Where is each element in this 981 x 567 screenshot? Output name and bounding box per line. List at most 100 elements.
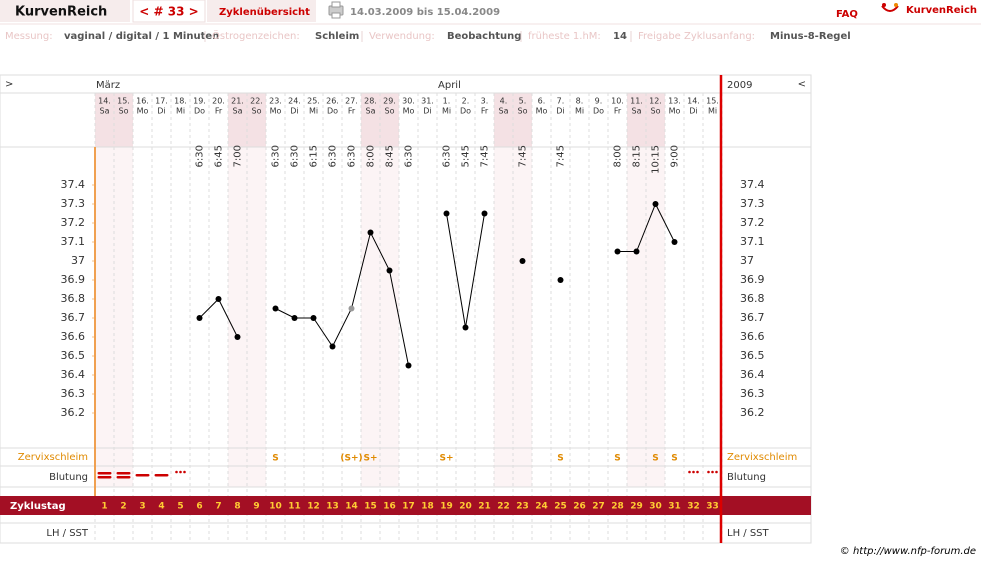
info-value: 14 bbox=[613, 31, 627, 42]
weekday-label: Sa bbox=[100, 107, 110, 116]
date-label: 25. bbox=[307, 97, 320, 106]
weekday-label: Di bbox=[157, 107, 165, 116]
date-label: 16. bbox=[136, 97, 149, 106]
cycle-day: 2 bbox=[120, 502, 126, 512]
date-label: 9. bbox=[595, 97, 603, 106]
cycle-day-label: Zyklustag bbox=[10, 501, 66, 512]
weekday-label: Sa bbox=[632, 107, 642, 116]
time-label: 6:15 bbox=[309, 145, 320, 167]
y-tick-label: 36.3 bbox=[740, 387, 765, 400]
date-label: 11. bbox=[630, 97, 643, 106]
weekend-column bbox=[513, 147, 532, 487]
bleeding-mark bbox=[175, 470, 186, 474]
y-tick-label: 36.4 bbox=[61, 368, 86, 381]
mucus-symbol: (S+) bbox=[340, 454, 362, 464]
time-label: 8:00 bbox=[366, 145, 377, 167]
weekday-label: Mo bbox=[403, 107, 415, 116]
cycle-day: 21 bbox=[478, 502, 491, 512]
cycle-day: 9 bbox=[253, 502, 259, 512]
brand[interactable]: KurvenReich bbox=[906, 5, 977, 16]
date-label: 4. bbox=[500, 97, 508, 106]
time-label: 6:45 bbox=[214, 145, 225, 167]
cycle-day: 5 bbox=[177, 502, 183, 512]
info-label: früheste 1.hM: bbox=[528, 31, 601, 42]
time-label: 9:00 bbox=[670, 145, 681, 167]
weekend-header bbox=[380, 93, 399, 147]
mucus-symbol: S bbox=[671, 454, 677, 464]
temperature-point bbox=[196, 315, 203, 321]
month-label: April bbox=[438, 80, 461, 91]
cycle-nav[interactable]: < # 33 > bbox=[139, 5, 198, 19]
temperature-point bbox=[234, 334, 241, 340]
y-tick-label: 36.3 bbox=[61, 387, 86, 400]
temperature-point bbox=[329, 343, 336, 350]
time-label: 6:30 bbox=[195, 145, 206, 167]
time-label: 7:00 bbox=[233, 145, 244, 167]
cycle-day: 12 bbox=[307, 502, 320, 512]
weekday-label: Mi bbox=[176, 107, 185, 116]
date-label: 1. bbox=[443, 97, 451, 106]
y-tick-label: 36.6 bbox=[740, 330, 765, 343]
logo-cell bbox=[0, 0, 130, 22]
cycle-day: 15 bbox=[364, 502, 377, 512]
date-label: 10. bbox=[611, 97, 624, 106]
weekday-label: Mo bbox=[536, 107, 548, 116]
bleeding-mark bbox=[707, 470, 718, 474]
bleeding-dash bbox=[135, 474, 150, 477]
y-tick-label: 36.7 bbox=[61, 311, 86, 324]
info-label: Freigabe Zyklusanfang: bbox=[638, 31, 755, 42]
nav-left: > bbox=[5, 79, 13, 90]
temperature-point bbox=[671, 239, 678, 245]
mucus-symbol: S bbox=[652, 454, 658, 464]
y-tick-label: 37 bbox=[740, 254, 754, 267]
info-value: vaginal / digital / 1 Minuten bbox=[64, 31, 219, 42]
weekday-label: Do bbox=[593, 107, 604, 116]
tab[interactable]: Zyklenübersicht bbox=[219, 7, 310, 18]
cycle-day: 17 bbox=[402, 502, 415, 512]
weekday-label: So bbox=[518, 107, 528, 116]
temperature-point bbox=[443, 210, 450, 217]
cycle-day: 10 bbox=[269, 502, 282, 512]
y-tick-label: 36.8 bbox=[61, 292, 86, 305]
temperature-point bbox=[215, 296, 222, 302]
y-tick-label: 37.3 bbox=[740, 197, 765, 210]
temperature-point bbox=[310, 315, 317, 321]
faq[interactable]: FAQ bbox=[836, 9, 858, 20]
time-label: 8:15 bbox=[632, 145, 643, 167]
cycle-day: 31 bbox=[668, 502, 681, 512]
cycle-day: 3 bbox=[139, 502, 145, 512]
date-label: 15. bbox=[117, 97, 130, 106]
cycle-day: 27 bbox=[592, 502, 605, 512]
temperature-point bbox=[291, 315, 298, 321]
cycle-day: 23 bbox=[516, 502, 529, 512]
print-icon[interactable] bbox=[328, 1, 344, 19]
date-label: 21. bbox=[231, 97, 244, 106]
weekend-column bbox=[114, 147, 133, 487]
date-label: 30. bbox=[402, 97, 415, 106]
weekday-label: Di bbox=[689, 107, 697, 116]
logo[interactable]: KurvenReich bbox=[15, 5, 107, 20]
temperature-point bbox=[367, 229, 374, 236]
info-label: Messung: bbox=[5, 31, 53, 42]
temperature-point bbox=[348, 305, 355, 312]
weekend-header bbox=[494, 93, 513, 147]
time-label: 8:45 bbox=[385, 145, 396, 167]
period: 14.03.2009 bis 15.04.2009 bbox=[350, 7, 500, 18]
time-label: 7:45 bbox=[480, 145, 491, 167]
bleeding-dot bbox=[711, 470, 714, 474]
y-tick-label: 37.2 bbox=[61, 216, 86, 229]
y-tick-label: 37.3 bbox=[61, 197, 86, 210]
bleeding-dot bbox=[179, 470, 182, 474]
cycle-day: 30 bbox=[649, 502, 662, 512]
cycle-day: 24 bbox=[535, 502, 548, 512]
row-label: Blutung bbox=[727, 472, 766, 483]
date-label: 14. bbox=[98, 97, 111, 106]
weekday-label: Mi bbox=[708, 107, 717, 116]
time-label: 6:30 bbox=[271, 145, 282, 167]
weekday-label: Di bbox=[556, 107, 564, 116]
time-label: 5:45 bbox=[461, 145, 472, 167]
cycle-day: 13 bbox=[326, 502, 339, 512]
cycle-day-band bbox=[0, 496, 811, 515]
weekday-label: Di bbox=[423, 107, 431, 116]
brand-icon bbox=[881, 3, 899, 12]
